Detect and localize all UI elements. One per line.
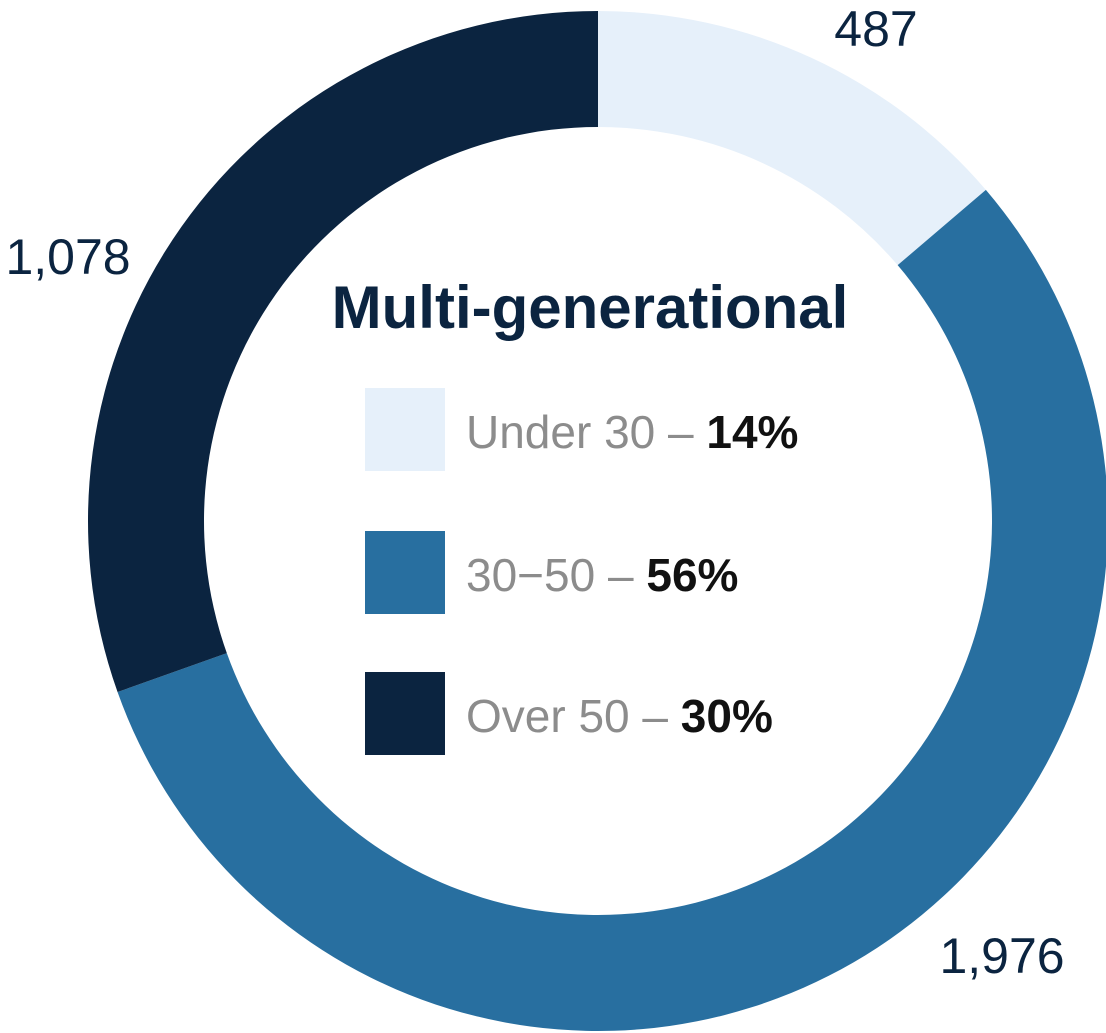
legend: Under 30 – 14% 30−50 – 56% Over 50 – 30%: [365, 388, 798, 755]
legend-percent: 30%: [681, 690, 773, 742]
slice-value-label: 487: [834, 1, 917, 57]
legend-percent: 56%: [646, 549, 738, 601]
legend-separator: –: [668, 406, 694, 458]
legend-label: 30−50: [466, 549, 595, 601]
slice-value-label: 1,078: [5, 229, 130, 285]
legend-item: 30−50 – 56%: [365, 531, 738, 614]
donut-slices: [87, 11, 1106, 1031]
donut-slice: [87, 11, 599, 693]
legend-swatch: [365, 531, 445, 614]
legend-swatch: [365, 672, 445, 755]
legend-label: Over 50: [466, 690, 630, 742]
legend-text: 30−50 – 56%: [466, 549, 738, 601]
legend-swatch: [365, 388, 445, 471]
donut-slice: [598, 11, 986, 266]
legend-separator: –: [608, 549, 634, 601]
legend-item: Over 50 – 30%: [365, 672, 773, 755]
legend-separator: –: [642, 690, 668, 742]
legend-text: Over 50 – 30%: [466, 690, 773, 742]
legend-label: Under 30: [466, 406, 655, 458]
slice-value-label: 1,976: [939, 928, 1064, 984]
value-labels: 487 1,976 1,078: [5, 1, 1064, 984]
donut-slice: [117, 189, 1106, 1031]
chart-title: Multi-generational: [332, 274, 849, 341]
legend-percent: 14%: [706, 406, 798, 458]
legend-text: Under 30 – 14%: [466, 406, 798, 458]
legend-item: Under 30 – 14%: [365, 388, 798, 471]
